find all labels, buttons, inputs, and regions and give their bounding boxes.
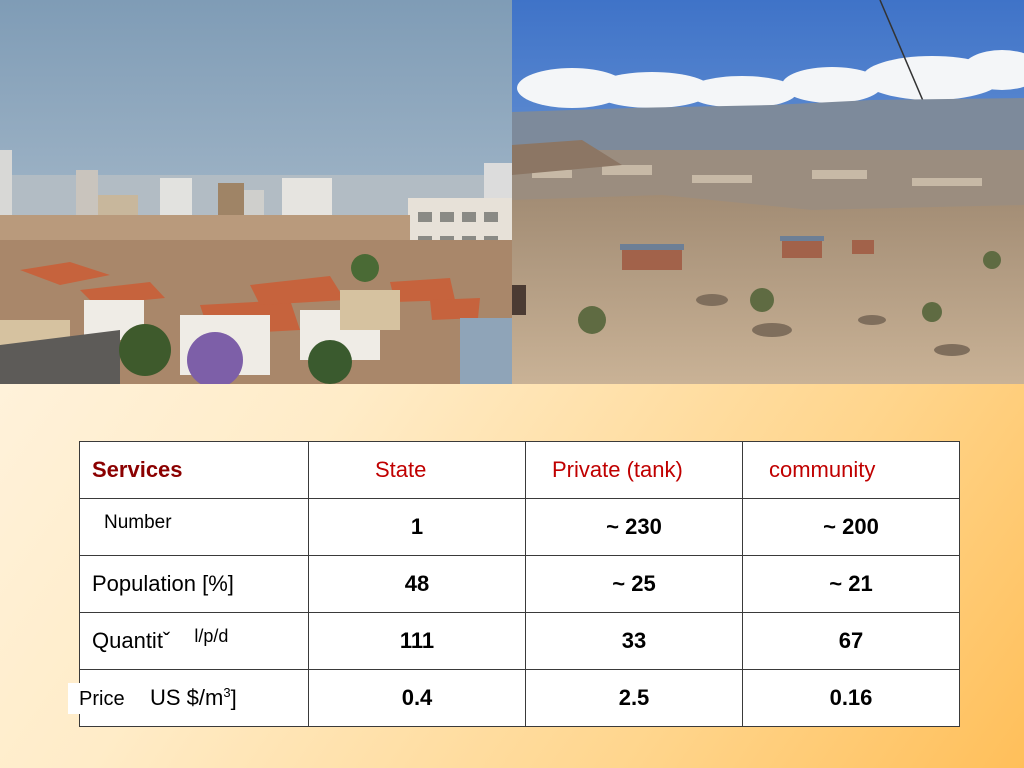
row-label-price-unit: US $/m3] [79,669,309,727]
city-photo-image [0,0,512,384]
services-table: Services State Private (tank) community … [79,441,960,727]
cell-population-community: ~ 21 [742,555,960,613]
cell-number-state: 1 [308,498,526,556]
table-row: US $/m3] 0.4 2.5 0.16 [79,669,960,727]
hillside-photo-image [512,0,1024,384]
table-row: Number 1 ~ 230 ~ 200 [79,498,960,556]
hillside-photo [512,0,1024,384]
header-private: Private (tank) [525,441,743,499]
cell-population-private: ~ 25 [525,555,743,613]
cell-quantity-community: 67 [742,612,960,670]
header-state: State [308,441,526,499]
cell-number-private: ~ 230 [525,498,743,556]
row-label-population: Population [%] [79,555,309,613]
table-row: Population [%] 48 ~ 25 ~ 21 [79,555,960,613]
header-community-label: community [769,457,876,482]
price-unit-sup: 3 [223,684,231,700]
cell-population-state: 48 [308,555,526,613]
header-community: community [742,441,960,499]
cell-price-private: 2.5 [525,669,743,727]
table-row: Quantitˇ l/p/d 111 33 67 [79,612,960,670]
header-state-label: State [375,457,427,482]
row-label-quantity: Quantitˇ l/p/d [79,612,309,670]
price-unit-suffix: ] [230,685,237,711]
header-private-label: Private (tank) [552,457,683,482]
cell-quantity-private: 33 [525,612,743,670]
row-label-quantity-unit: l/p/d [194,626,229,646]
city-photo [0,0,512,384]
row-label-number-text: Number [104,512,172,533]
row-label-number: Number [79,498,309,556]
row-label-quantity-text: Quantitˇ [92,628,171,653]
cell-number-community: ~ 200 [742,498,960,556]
cell-price-state: 0.4 [308,669,526,727]
header-services: Services [79,441,309,499]
row-label-price: Price [68,683,136,714]
table-header-row: Services State Private (tank) community [79,441,960,499]
cell-price-community: 0.16 [742,669,960,727]
price-unit-prefix: US $/m [150,685,224,711]
cell-quantity-state: 111 [308,612,526,670]
